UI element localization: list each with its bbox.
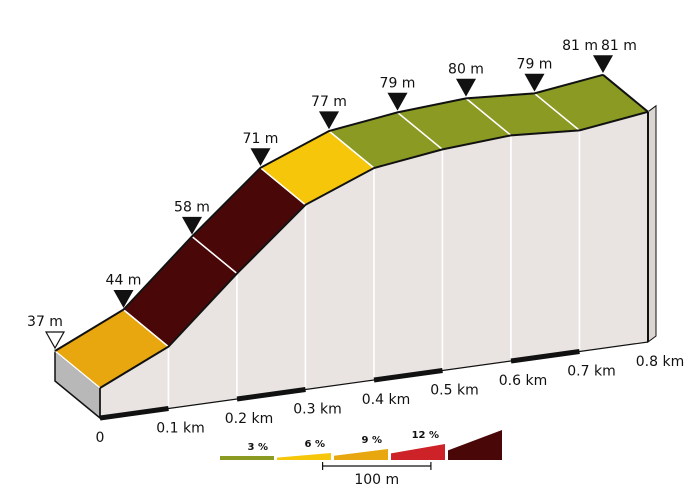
elevation-label-4: 77 m (311, 94, 347, 110)
legend-label-3: 12 % (412, 430, 439, 441)
distance-band-6 (510, 349, 580, 364)
profile-back-top-edge (54, 73, 604, 352)
elevation-label-0: 37 m (27, 314, 63, 330)
profile-wall-7 (578, 110, 649, 353)
x-tick-label-8: 0.8 km (636, 354, 684, 370)
distance-band-0 (99, 406, 169, 421)
profile-right-top-edge (602, 74, 649, 113)
elevation-label-1: 44 m (106, 273, 142, 289)
x-tick-label-3: 0.3 km (293, 402, 341, 418)
gradient-legend: 3 % 6 % 9 % 12 % 100 m (220, 430, 502, 488)
elevation-label-6: 80 m (448, 61, 484, 77)
legend-swatch-3 (391, 444, 445, 460)
x-axis-ticks: 0 0.1 km 0.2 km 0.3 km 0.4 km 0.5 km 0.6 km 0.7… (96, 354, 685, 446)
elevation-label-8: 81 m (562, 38, 598, 54)
x-tick-label-2: 0.2 km (225, 411, 273, 427)
distance-band-4 (373, 368, 443, 383)
profile-wall-4 (373, 148, 444, 381)
x-tick-label-7: 0.7 km (567, 364, 615, 380)
legend-swatch-0 (220, 456, 274, 460)
legend-label-1: 6 % (305, 439, 325, 450)
elevation-marker-6 (455, 78, 477, 97)
legend-swatch-1 (277, 453, 331, 460)
elevation-marker-0 (44, 331, 66, 350)
x-tick-label-0: 0 (96, 430, 105, 446)
legend-swatch-4 (448, 430, 502, 460)
profile-outline (54, 73, 649, 421)
profile-front-top-edge (99, 110, 649, 389)
elevation-markers: 37 m 44 m 58 m 71 m 77 m 79 m 80 m 79 m 81 m 81 m (27, 38, 637, 350)
elevation-label-end-extra: 81 m (601, 38, 637, 54)
profile-end-block (647, 104, 657, 343)
elevation-label-2: 58 m (174, 199, 210, 215)
profile-wall-5 (441, 134, 512, 372)
elevation-marker-5 (387, 92, 408, 111)
distance-band-2 (236, 387, 306, 402)
profile-wall-6 (510, 129, 581, 362)
scale-bar-label: 100 m (354, 472, 399, 488)
profile-walls (54, 104, 657, 420)
x-tick-label-6: 0.6 km (499, 373, 547, 389)
elevation-marker-7 (524, 73, 545, 92)
legend-swatch-2 (334, 449, 388, 460)
x-tick-label-1: 0.1 km (156, 421, 204, 437)
elevation-label-3: 71 m (243, 131, 279, 147)
legend-label-0: 3 % (248, 442, 268, 453)
x-tick-label-4: 0.4 km (362, 392, 410, 408)
elevation-label-5: 79 m (380, 75, 416, 91)
elevation-marker-3 (250, 148, 271, 167)
elevation-marker-4 (318, 111, 340, 130)
elevation-marker-2 (181, 216, 203, 235)
elevation-marker-8 (592, 55, 614, 74)
x-tick-label-5: 0.5 km (430, 383, 478, 399)
legend-label-2: 9 % (362, 435, 382, 446)
profile-wall-3 (304, 166, 375, 391)
elevation-marker-1 (113, 290, 134, 308)
elevation-label-7: 79 m (517, 56, 553, 72)
